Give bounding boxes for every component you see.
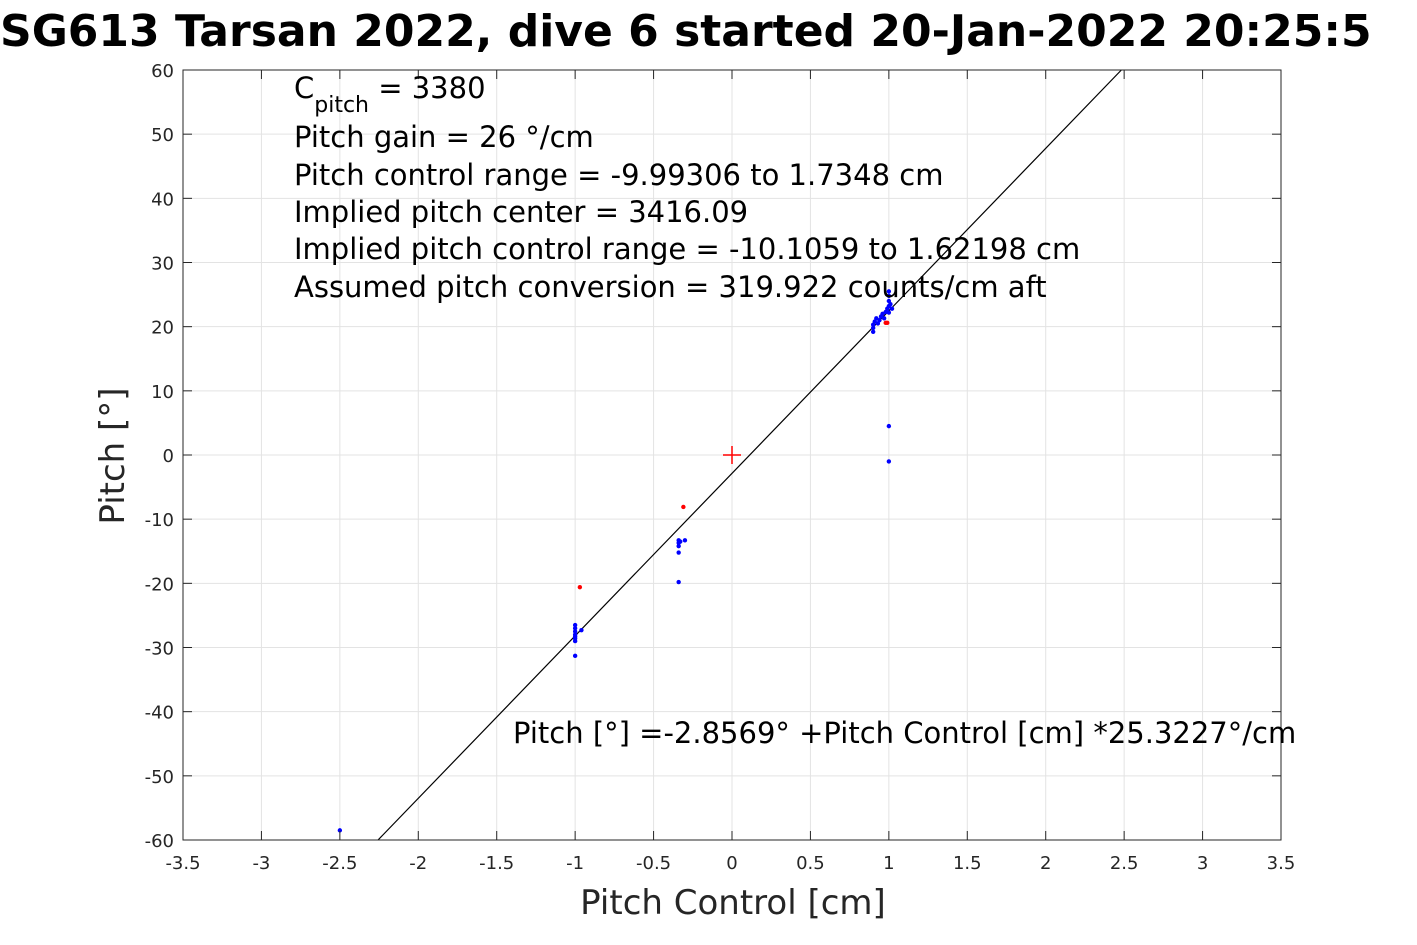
x-tick-label: 0.5	[796, 853, 825, 874]
annotation-implied-pitch-center: Implied pitch center = 3416.09	[294, 195, 748, 229]
data-point-blue	[676, 543, 681, 549]
x-tick-label: 2	[1040, 853, 1051, 874]
x-tick-label: -0.5	[636, 853, 671, 874]
x-tick-label: 1	[883, 853, 894, 874]
y-tick-label: 40	[151, 189, 174, 210]
cpitch-value: = 3380	[369, 71, 486, 105]
data-point-blue	[682, 538, 688, 543]
data-point-blue	[886, 459, 892, 464]
y-tick-label: 10	[151, 382, 174, 403]
annotation-pitch-gain: Pitch gain = 26 °/cm	[294, 120, 594, 154]
y-tick-label: -30	[145, 639, 174, 660]
annotation-implied-control-range: Implied pitch control range = -10.1059 t…	[294, 232, 1080, 266]
data-point-red	[577, 584, 583, 590]
data-point-blue	[572, 638, 578, 644]
y-tick-label: 0	[163, 446, 174, 467]
data-point-blue	[337, 828, 343, 833]
x-tick-label: -3	[252, 853, 270, 874]
fit-line	[377, 69, 1122, 841]
x-tick-label: 3	[1197, 853, 1208, 874]
data-point-blue	[572, 653, 578, 659]
data-point-blue	[888, 302, 893, 307]
x-tick-label: -2	[409, 853, 427, 874]
x-tick-label: -2.5	[322, 853, 357, 874]
annotation-cpitch: Cpitch = 3380	[294, 71, 486, 118]
data-point-blue	[886, 310, 892, 315]
y-tick-label: 20	[151, 318, 174, 339]
x-tick-label: -1	[566, 853, 584, 874]
y-tick-label: 60	[151, 61, 174, 82]
data-point-blue	[877, 318, 882, 323]
data-point-blue	[579, 627, 584, 633]
data-point-blue	[886, 289, 892, 294]
data-point-red	[681, 504, 686, 510]
data-point-red	[885, 320, 890, 326]
y-tick-label: -10	[145, 510, 174, 531]
data-point-blue	[870, 329, 876, 334]
data-point-blue	[572, 629, 578, 634]
center-marker-group	[723, 446, 741, 464]
x-tick-label: -3.5	[165, 853, 200, 874]
data-point-blue	[678, 539, 683, 544]
y-tick-label: -40	[145, 703, 174, 724]
data-point-blue	[572, 626, 578, 631]
annotation-pitch-conversion: Assumed pitch conversion = 319.922 count…	[294, 270, 1047, 304]
x-tick-label: 2.5	[1110, 853, 1139, 874]
fit-line-group	[377, 69, 1122, 841]
x-tick-label: -1.5	[479, 853, 514, 874]
data-point-blue	[881, 316, 887, 321]
y-tick-label: -50	[145, 767, 174, 788]
y-tick-label: -20	[145, 574, 174, 595]
x-axis-label: Pitch Control [cm]	[580, 883, 886, 923]
data-point-blue	[676, 579, 681, 585]
y-tick-label: 30	[151, 254, 174, 275]
annotation-pitch-control-range: Pitch control range = -9.99306 to 1.7348…	[294, 158, 943, 192]
x-tick-labels: -3.5 -3 -2.5 -2 -1.5 -1 -0.5 0 0.5 1 1.5 2 2.5 3 3.5	[165, 853, 1295, 874]
axis-ticks	[182, 69, 1282, 841]
data-points	[337, 289, 895, 833]
chart-title: SG613 Tarsan 2022, dive 6 started 20-Jan…	[0, 6, 1372, 57]
data-point-blue	[889, 306, 895, 311]
x-tick-label: 0	[726, 853, 737, 874]
y-tick-label: 50	[151, 125, 174, 146]
cpitch-subscript: pitch	[314, 93, 369, 118]
cpitch-symbol: C	[294, 71, 314, 105]
y-axis-label: Pitch [°]	[93, 387, 133, 524]
y-tick-labels: -60 -50 -40 -30 -20 -10 0 10 20 30 40 50 60	[145, 61, 174, 852]
x-tick-label: 1.5	[953, 853, 982, 874]
data-point-blue	[886, 293, 892, 299]
data-point-blue	[870, 325, 876, 331]
annotation-fit-equation: Pitch [°] =-2.8569° +Pitch Control [cm] …	[513, 716, 1296, 750]
y-tick-label: -60	[145, 831, 174, 852]
data-point-blue	[572, 622, 578, 628]
x-tick-label: 3.5	[1267, 853, 1296, 874]
data-point-blue	[676, 550, 681, 555]
data-point-blue	[886, 423, 892, 429]
